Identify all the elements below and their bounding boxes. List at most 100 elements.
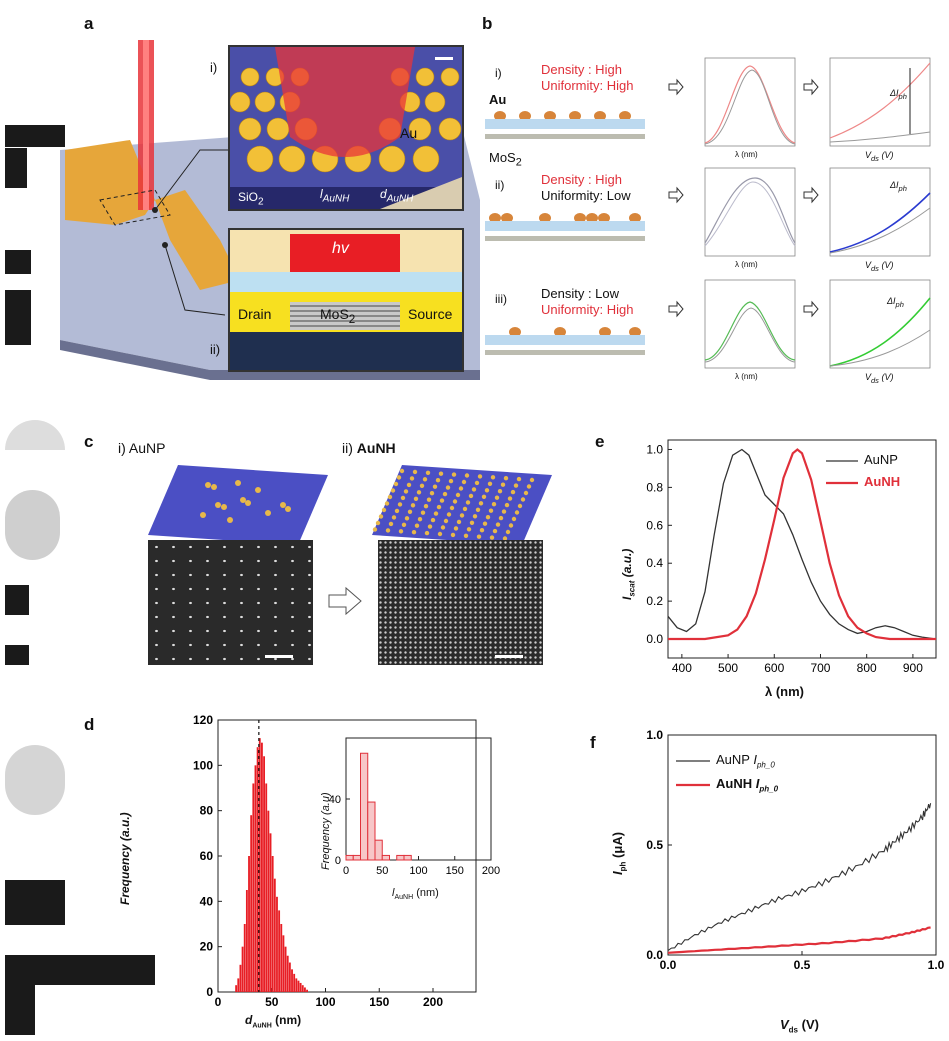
y-tick-label: 0 (335, 855, 341, 867)
panel-b: i) Density : High Uniformity: High Au Mo… (485, 40, 945, 385)
watermark-shape (5, 880, 65, 925)
arrow-icon (668, 300, 684, 318)
histogram-bar (291, 969, 293, 992)
nanohole (514, 510, 520, 515)
histogram-bar (276, 896, 278, 992)
y-tick-label: 0.6 (646, 518, 663, 532)
e-legend-aunh: AuNH (864, 474, 901, 489)
nanohole (439, 498, 445, 503)
inset-i-label: i) (210, 60, 218, 75)
x-tick-label: 900 (903, 661, 923, 675)
nanohole (390, 488, 396, 493)
nanohole (501, 509, 507, 514)
nanohole (479, 528, 485, 533)
nanohole (423, 504, 429, 509)
nanohole (488, 508, 494, 513)
row-iii-density: Density : Low (541, 286, 620, 301)
x-tick-label: 0 (343, 865, 349, 877)
y-tick-label: 0.0 (646, 632, 663, 646)
nanohole (471, 487, 477, 492)
series-line-aunh (667, 926, 931, 954)
arrow-icon (328, 586, 362, 616)
nanohole (388, 521, 394, 527)
nanohole (401, 522, 407, 527)
histogram-bar (280, 924, 283, 992)
x-tick-label: 150 (446, 865, 464, 877)
mini-spectrum-i (704, 57, 796, 147)
histogram-bar (254, 765, 257, 992)
nanohole (394, 508, 400, 514)
y-tick-label: 1.0 (646, 728, 663, 742)
mini-spectrum-ii (704, 167, 796, 257)
nanohole (425, 470, 431, 475)
histogram-bar (239, 964, 242, 992)
hv-beam (290, 234, 400, 272)
nanohole (451, 472, 457, 477)
d-aunh-label: dAuNH (380, 187, 414, 205)
nanohole (397, 502, 403, 507)
histogram-bar (278, 910, 281, 992)
x-tick-label: 100 (409, 865, 427, 877)
nanohole (487, 481, 493, 486)
histogram-bar (256, 747, 259, 992)
nanohole (393, 481, 399, 487)
histogram-bar (295, 978, 298, 992)
nanohole (489, 535, 495, 540)
watermark-shape (5, 585, 29, 615)
nanohole (508, 523, 514, 528)
scale-bar (495, 655, 523, 658)
delta-iph-label: ΔIph (890, 180, 907, 193)
y-tick-label: 40 (200, 894, 214, 908)
f-ylabel: Iph (μA) (610, 831, 628, 875)
panel-c-left-label: i) AuNP (118, 440, 166, 456)
nanohole-array (230, 47, 462, 209)
nanohole (407, 509, 413, 514)
row-i-schematic (485, 111, 645, 139)
nanohole (504, 502, 510, 508)
panel-label-b: b (482, 14, 493, 33)
arrow-icon (803, 300, 819, 318)
nanohole (523, 490, 529, 496)
f-xlabel: Vds (V) (780, 1017, 819, 1035)
nanohole (396, 475, 402, 480)
nanohole (381, 507, 387, 513)
nanohole (400, 495, 406, 501)
x-tick-label: 1.0 (928, 958, 945, 972)
nanohole (445, 485, 451, 490)
histogram-bar (301, 985, 304, 992)
nanohole (500, 482, 506, 487)
f-legend-aunp: AuNP Iph_0 (716, 752, 775, 770)
x-tick-label: 700 (810, 661, 830, 675)
nanohole (495, 522, 501, 527)
nanohole (465, 500, 471, 505)
nanohole (492, 528, 498, 534)
au-label: Au (489, 92, 507, 107)
d-xlabel: dAuNH (nm) (245, 1013, 302, 1030)
nanohole (424, 530, 430, 536)
nanohole (456, 519, 462, 525)
nanohole (502, 536, 508, 541)
nanohole (432, 484, 438, 489)
row-ii-schematic (485, 213, 645, 241)
x-tick-label: 0.5 (794, 958, 811, 972)
nanohole (466, 527, 472, 532)
nanohole (511, 516, 517, 522)
watermark-shape (5, 955, 155, 985)
histogram-bar (299, 982, 302, 992)
nanohole (440, 525, 446, 530)
histogram-bar (297, 980, 300, 992)
nanohole (476, 534, 482, 539)
iv-x-label: Vds (V) (865, 150, 894, 163)
x-tick-label: 400 (672, 661, 692, 675)
nanohole (516, 476, 522, 482)
arrow-icon (668, 78, 684, 96)
y-tick-label: 100 (193, 758, 213, 772)
nanohole (472, 514, 478, 519)
panel-a-inset-i: i) Au SiO2 lAuNH dAuNH (228, 45, 464, 211)
histogram-bar (286, 955, 289, 992)
x-tick-label: 800 (857, 661, 877, 675)
row-ii-roman: ii) (495, 178, 505, 192)
x-tick-label: 200 (482, 865, 500, 877)
nanohole (420, 510, 426, 515)
y-tick-label: 0.8 (646, 480, 663, 494)
